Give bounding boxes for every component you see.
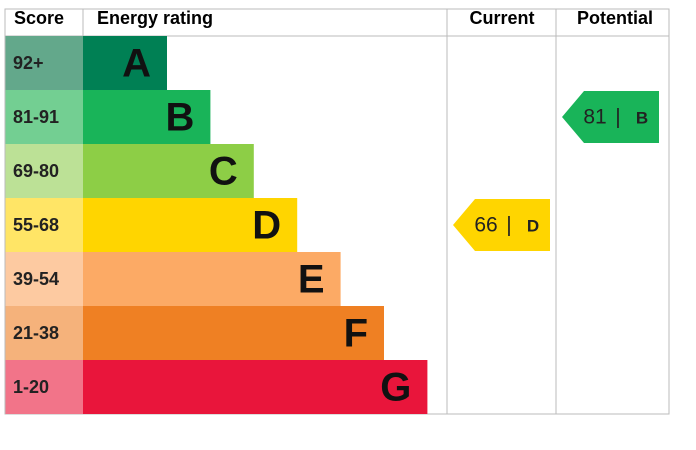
score-label: 55-68 — [13, 215, 59, 235]
score-label: 39-54 — [13, 269, 59, 289]
rating-letter: G — [380, 366, 411, 410]
potential-separator: | — [615, 106, 620, 129]
rating-letter: E — [298, 258, 325, 302]
potential-arrow — [562, 91, 659, 143]
rating-bar — [83, 360, 428, 414]
potential-value: 81 — [583, 106, 606, 129]
rating-bar — [83, 90, 211, 144]
rating-letter: F — [344, 312, 368, 356]
score-label: 92+ — [13, 53, 44, 73]
score-label: 81-91 — [13, 107, 59, 127]
rating-letter: D — [252, 204, 281, 248]
rating-bar — [83, 252, 341, 306]
header-current: Current — [469, 8, 534, 28]
rating-bar — [83, 306, 384, 360]
current-separator: | — [506, 214, 511, 237]
rating-bar — [83, 36, 167, 90]
current-value: 66 — [474, 214, 497, 237]
score-cell — [5, 144, 83, 198]
rating-letter: A — [122, 42, 151, 86]
potential-letter: B — [636, 108, 648, 127]
score-cell — [5, 252, 83, 306]
score-cell — [5, 360, 83, 414]
score-label: 69-80 — [13, 161, 59, 181]
score-label: 21-38 — [13, 323, 59, 343]
score-cell — [5, 36, 83, 90]
score-cell — [5, 90, 83, 144]
score-cell — [5, 306, 83, 360]
header-potential: Potential — [577, 8, 653, 28]
rating-bar — [83, 198, 298, 252]
rating-letter: C — [209, 150, 238, 194]
score-cell — [5, 198, 83, 252]
rating-letter: B — [166, 96, 195, 140]
current-arrow — [453, 199, 550, 251]
header-score: Score — [14, 8, 64, 28]
rating-bar — [83, 144, 254, 198]
score-label: 1-20 — [13, 377, 49, 397]
current-letter: D — [527, 216, 539, 235]
header-rating: Energy rating — [97, 8, 213, 28]
